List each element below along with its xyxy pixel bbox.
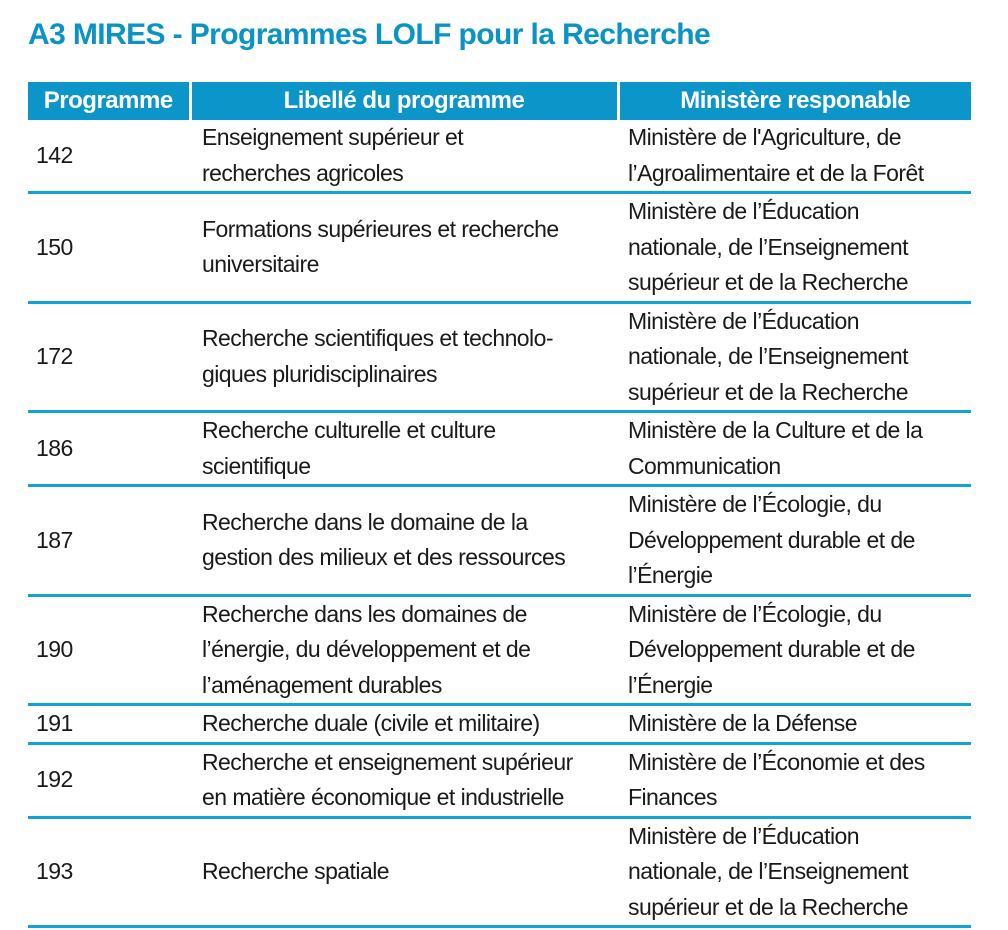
table-row: 193 Recherche spatiale Ministère de l’Éduc… bbox=[28, 817, 971, 928]
table-row: 190 Recherche dans les domaines de l’éner… bbox=[28, 595, 971, 706]
programmes-table: Programme Libellé du programme Ministère… bbox=[28, 82, 971, 928]
libelle-cell: Recherche et enseignement supérieur en m… bbox=[190, 743, 618, 819]
table-row: 150 Formations supérieures et recherche u… bbox=[28, 192, 971, 304]
ministere-cell: Ministère de l’Éducation nationale, de l… bbox=[618, 192, 971, 304]
header-programme: Programme bbox=[28, 82, 190, 120]
table-row: 192 Recherche et enseignement supérieur e… bbox=[28, 743, 971, 819]
ministere-cell: Ministère de l'Agriculture, de l’Agroali… bbox=[618, 120, 971, 194]
programme-cell: 193 bbox=[28, 817, 190, 928]
libelle-cell: Formations supérieures et recherche univ… bbox=[190, 192, 618, 304]
programme-cell: 186 bbox=[28, 411, 190, 487]
ministere-cell: Ministère de l’Économie et des Finances bbox=[618, 743, 971, 819]
ministere-cell: Ministère de la Défense bbox=[618, 704, 971, 745]
ministere-cell: Ministère de l’Écologie, du Développemen… bbox=[618, 595, 971, 706]
table-row: 187 Recherche dans le domaine de la gesti… bbox=[28, 485, 971, 597]
table-row: 191 Recherche duale (civile et militaire)… bbox=[28, 704, 971, 745]
page-title: A3 MIRES - Programmes LOLF pour la Reche… bbox=[28, 18, 711, 51]
ministere-cell: Ministère de l’Éducation nationale, de l… bbox=[618, 817, 971, 928]
programme-cell: 187 bbox=[28, 485, 190, 597]
programme-cell: 190 bbox=[28, 595, 190, 706]
table-row: 186 Recherche culturelle et culture scien… bbox=[28, 411, 971, 487]
libelle-cell: Recherche scientifiques et technolo- giq… bbox=[190, 302, 618, 413]
table-row: 172 Recherche scientifiques et technolo- … bbox=[28, 302, 971, 413]
ministere-cell: Ministère de l’Éducation nationale, de l… bbox=[618, 302, 971, 413]
table-row: 142 Enseignement supérieur et recherches … bbox=[28, 120, 971, 194]
ministere-cell: Ministère de la Culture et de la Communi… bbox=[618, 411, 971, 487]
ministere-cell: Ministère de l’Écologie, du Développemen… bbox=[618, 485, 971, 597]
programme-cell: 172 bbox=[28, 302, 190, 413]
libelle-cell: Recherche spatiale bbox=[190, 817, 618, 928]
libelle-cell: Recherche duale (civile et militaire) bbox=[190, 704, 618, 745]
libelle-cell: Recherche dans le domaine de la gestion … bbox=[190, 485, 618, 597]
programme-cell: 192 bbox=[28, 743, 190, 819]
header-libelle: Libellé du programme bbox=[188, 82, 618, 120]
libelle-cell: Recherche dans les domaines de l’énergie… bbox=[190, 595, 618, 706]
libelle-cell: Enseignement supérieur et recherches agr… bbox=[190, 120, 618, 194]
programme-cell: 191 bbox=[28, 704, 190, 745]
programme-cell: 150 bbox=[28, 192, 190, 304]
programme-cell: 142 bbox=[28, 120, 190, 194]
table-header-row: Programme Libellé du programme Ministère… bbox=[28, 82, 971, 120]
libelle-cell: Recherche culturelle et culture scientif… bbox=[190, 411, 618, 487]
header-ministere: Ministère responable bbox=[616, 82, 971, 120]
